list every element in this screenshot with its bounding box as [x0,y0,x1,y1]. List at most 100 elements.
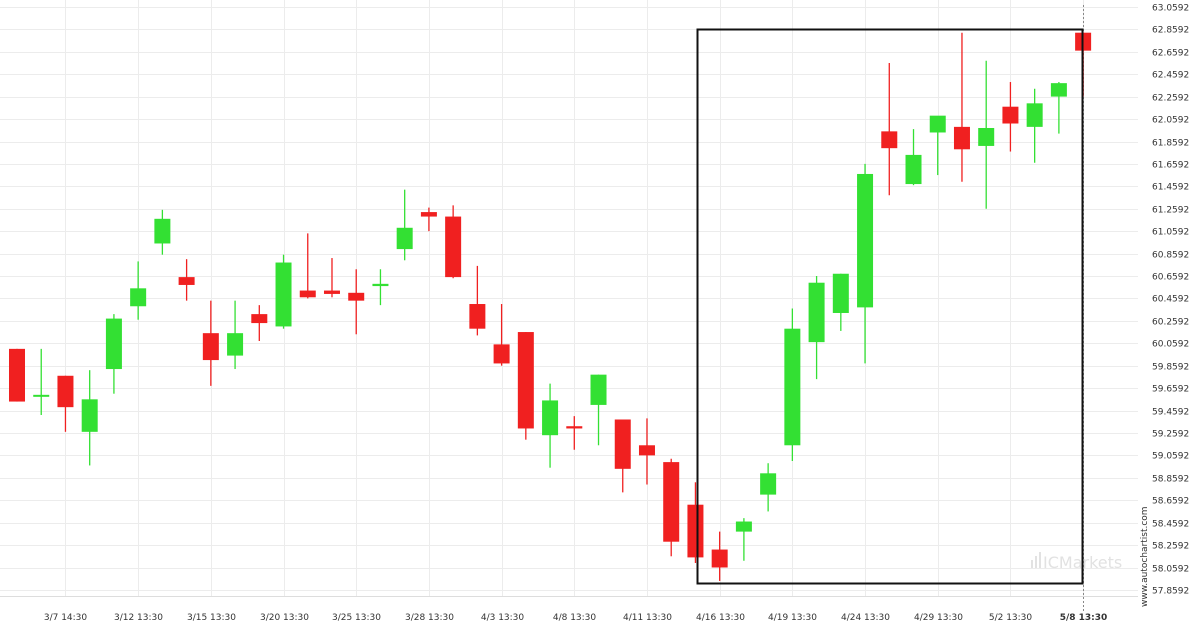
x-tick-label: 3/15 13:30 [187,613,236,623]
candle-body [663,462,680,542]
x-tick-label: 4/8 13:30 [553,613,597,623]
candle-down [299,233,316,299]
candle-down [469,265,486,336]
watermark-logo-bar [1039,552,1041,568]
candle-body [929,115,946,133]
x-tick-label: 5/8 13:30 [1060,613,1108,623]
candle-body [614,419,631,469]
candle-body [590,374,607,405]
candle-body [57,375,74,408]
candle-body [33,394,50,397]
x-axis: 3/7 14:30 3/12 13:30 3/15 13:30 3/20 13:30 3… [0,596,1138,623]
candle-up [978,60,995,209]
candle-body [978,127,995,146]
candle-up [929,115,946,176]
candle-body [711,549,728,568]
x-tick-label: 4/19 13:30 [768,613,817,623]
candle-body [105,318,122,370]
candle-body [1002,106,1019,124]
candle-up [227,300,244,370]
candle-body [784,328,801,446]
candle-body [638,445,655,456]
pattern-overlay [696,28,1084,585]
candle-up [275,254,292,329]
candle-up [784,308,801,461]
y-tick-label: 62.8592 [1152,26,1189,36]
candle-down [881,62,898,196]
candle-down [251,305,268,342]
candle-body [760,473,777,495]
candle-down [445,205,462,279]
candle-body [299,290,316,298]
candle-body [735,521,752,532]
y-tick-label: 58.6592 [1152,497,1189,507]
y-tick-label: 57.8592 [1152,587,1189,597]
y-tick-label: 62.0592 [1152,116,1189,126]
candle-body [275,262,292,327]
y-tick-label: 58.4592 [1152,520,1189,530]
y-tick-label: 59.0592 [1152,452,1189,462]
candle-down [614,419,631,493]
chart-grid [0,0,1138,612]
candle-body [178,277,195,285]
watermark-text: ICMarkets [1043,553,1122,572]
candle-up [760,463,777,512]
candle-down [566,416,583,450]
candle-body [130,288,147,307]
y-tick-label: 58.8592 [1152,475,1189,485]
candle-up [542,383,559,468]
candle-down [9,348,25,402]
candle-down [348,269,365,335]
candle-body [420,212,437,217]
candle-body [542,400,559,436]
y-tick-label: 59.6592 [1152,385,1189,395]
candle-up [808,275,825,380]
x-tick-label: 4/11 13:30 [623,613,672,623]
candle-body [202,333,219,361]
y-tick-label: 58.2592 [1152,542,1189,552]
y-tick-label: 59.4592 [1152,408,1189,418]
x-tick-label: 3/12 13:30 [114,613,163,623]
candle-body [154,218,171,244]
candle-body [372,283,389,287]
candle-down [493,304,510,366]
x-tick-label: 4/24 13:30 [841,613,890,623]
candle-up [396,189,413,261]
y-tick-label: 61.2592 [1152,206,1189,216]
x-tick-label: 3/20 13:30 [260,613,309,623]
x-tick-label: 5/2 13:30 [989,613,1033,623]
candle-up [590,374,607,446]
y-tick-label: 60.4592 [1152,295,1189,305]
candle-body [469,304,486,329]
y-tick-label: 62.4592 [1152,71,1189,81]
y-axis: 63.0592 62.8592 62.6592 62.4592 62.2592 62.05… [1152,4,1189,597]
y-tick-label: 60.8592 [1152,251,1189,261]
candle-up [105,314,122,394]
y-tick-label: 58.0592 [1152,565,1189,575]
candle-down [420,207,437,232]
y-tick-label: 63.0592 [1152,4,1189,14]
candle-up [372,269,389,306]
candle-body [808,282,825,343]
candle-body [905,154,922,185]
y-tick-label: 61.0592 [1152,228,1189,238]
y-tick-label: 60.6592 [1152,273,1189,283]
candle-up [735,518,752,561]
candle-down [178,259,195,301]
candles-layer [9,32,1092,581]
y-tick-label: 61.8592 [1152,139,1189,149]
candle-body [9,348,25,402]
candle-down [663,458,680,557]
candle-body [687,504,704,558]
x-tick-label: 3/25 13:30 [332,613,381,623]
candle-body [251,314,268,324]
candle-up [33,348,50,416]
y-tick-label: 59.2592 [1152,430,1189,440]
candle-body [323,290,340,294]
candle-down [638,418,655,485]
y-tick-label: 61.4592 [1152,183,1189,193]
candle-body [493,344,510,364]
candle-up [857,163,874,364]
x-tick-label: 4/3 13:30 [481,613,525,623]
